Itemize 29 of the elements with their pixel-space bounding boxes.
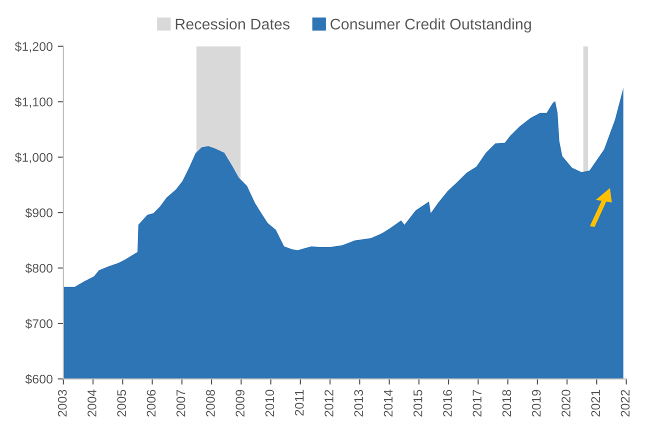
x-tick-label: 2019	[532, 390, 541, 416]
x-tick-label: 2017	[472, 390, 482, 416]
x-tick-label: 2009	[236, 390, 245, 416]
x-tick-label: 2012	[324, 390, 334, 416]
y-tick-label: $600	[25, 374, 53, 384]
x-tick-label: 2006	[146, 390, 156, 416]
legend-label: Consumer Credit Outstanding	[330, 18, 531, 33]
x-tick-label: 2018	[502, 390, 512, 416]
x-tick-label: 2022	[620, 390, 630, 416]
x-tick-label: 2016	[443, 390, 452, 416]
x-tick-label: 2015	[413, 390, 422, 416]
x-tick-label: 2010	[265, 390, 274, 416]
x-tick-label: 2014	[384, 390, 393, 416]
y-tick-label: $900	[25, 208, 53, 218]
x-tick-label: 2003	[58, 390, 67, 416]
x-tick-label: 2005	[117, 390, 126, 416]
y-tick-label: $1,100	[14, 97, 53, 108]
x-tick-label: 2004	[88, 390, 96, 416]
x-tick-label: 2008	[206, 390, 215, 416]
x-tick-label: 2007	[176, 390, 186, 416]
x-tick-label: 2011	[294, 390, 304, 416]
y-tick-label: $1,200	[14, 42, 53, 52]
y-tick-label: $800	[25, 263, 53, 274]
x-tick-label: 2020	[562, 390, 570, 416]
y-tick-label: $700	[25, 318, 53, 329]
legend-label: Recession Dates	[176, 18, 290, 30]
y-tick-label: $1,000	[14, 152, 53, 164]
x-tick-label: 2013	[354, 390, 364, 416]
x-tick-label: 2021	[591, 390, 600, 416]
